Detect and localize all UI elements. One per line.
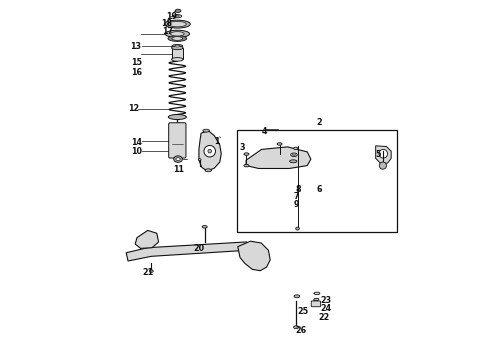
- Ellipse shape: [149, 270, 153, 273]
- Ellipse shape: [175, 15, 179, 17]
- Text: 19: 19: [166, 12, 177, 21]
- Polygon shape: [126, 242, 248, 261]
- Text: 5: 5: [375, 150, 381, 159]
- Ellipse shape: [296, 227, 299, 230]
- Text: 2: 2: [316, 118, 321, 127]
- Text: 8: 8: [295, 185, 301, 194]
- Circle shape: [204, 145, 216, 157]
- Text: 1: 1: [214, 137, 220, 146]
- Text: 23: 23: [321, 296, 332, 305]
- Text: 18: 18: [161, 19, 172, 28]
- Ellipse shape: [244, 164, 249, 167]
- Text: 11: 11: [173, 165, 184, 174]
- Text: 17: 17: [162, 27, 173, 36]
- Polygon shape: [199, 131, 221, 171]
- Text: 4: 4: [262, 127, 268, 136]
- Ellipse shape: [175, 9, 181, 13]
- Text: 24: 24: [321, 304, 332, 313]
- Text: 3: 3: [240, 143, 245, 152]
- Ellipse shape: [176, 158, 180, 161]
- Text: 9: 9: [294, 200, 299, 209]
- Ellipse shape: [203, 129, 209, 132]
- Ellipse shape: [293, 154, 295, 156]
- Ellipse shape: [202, 225, 207, 228]
- Ellipse shape: [169, 114, 186, 120]
- Ellipse shape: [172, 37, 183, 40]
- Text: 10: 10: [131, 147, 143, 156]
- Polygon shape: [246, 147, 311, 168]
- Text: 16: 16: [131, 68, 143, 77]
- Ellipse shape: [175, 45, 180, 47]
- Ellipse shape: [171, 32, 184, 36]
- Text: 20: 20: [194, 244, 204, 253]
- FancyBboxPatch shape: [311, 301, 320, 307]
- Text: 25: 25: [297, 307, 308, 316]
- Ellipse shape: [205, 169, 212, 172]
- Text: 12: 12: [128, 104, 139, 113]
- Polygon shape: [135, 230, 159, 248]
- Ellipse shape: [314, 292, 320, 294]
- Text: 6: 6: [316, 185, 321, 194]
- Polygon shape: [376, 146, 391, 164]
- Polygon shape: [238, 241, 270, 271]
- Ellipse shape: [169, 22, 186, 27]
- Text: 13: 13: [130, 42, 141, 51]
- Ellipse shape: [290, 160, 297, 163]
- Text: 15: 15: [131, 58, 143, 67]
- Text: 14: 14: [131, 138, 143, 147]
- Ellipse shape: [172, 45, 183, 48]
- Ellipse shape: [164, 20, 190, 28]
- Ellipse shape: [174, 156, 182, 162]
- Ellipse shape: [172, 58, 183, 61]
- Ellipse shape: [198, 158, 201, 161]
- Text: 26: 26: [295, 326, 306, 335]
- Circle shape: [379, 149, 388, 158]
- Ellipse shape: [173, 15, 182, 18]
- FancyBboxPatch shape: [169, 123, 186, 158]
- Text: 22: 22: [318, 313, 330, 322]
- Ellipse shape: [291, 153, 297, 157]
- Bar: [172, 48, 183, 59]
- Circle shape: [208, 149, 212, 153]
- Ellipse shape: [244, 153, 249, 156]
- Ellipse shape: [172, 46, 183, 50]
- Ellipse shape: [277, 143, 282, 145]
- Ellipse shape: [314, 298, 319, 301]
- Text: 7: 7: [294, 192, 299, 202]
- Ellipse shape: [294, 147, 298, 149]
- Ellipse shape: [294, 326, 298, 329]
- Circle shape: [379, 162, 387, 169]
- Bar: [237, 130, 397, 232]
- Ellipse shape: [294, 295, 300, 298]
- Ellipse shape: [165, 30, 190, 37]
- Ellipse shape: [168, 36, 187, 41]
- Text: 21: 21: [142, 269, 153, 277]
